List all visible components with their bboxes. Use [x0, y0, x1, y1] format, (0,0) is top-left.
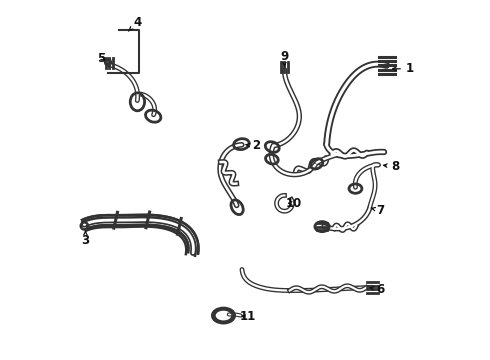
Text: 5: 5: [98, 51, 106, 64]
Text: 6: 6: [370, 283, 385, 296]
Text: 3: 3: [81, 231, 90, 247]
Text: 2: 2: [246, 139, 260, 152]
Text: 7: 7: [371, 204, 385, 217]
Text: 10: 10: [285, 197, 301, 210]
Text: 1: 1: [392, 62, 414, 75]
Text: 11: 11: [240, 310, 256, 324]
Text: 4: 4: [128, 16, 142, 31]
Text: 9: 9: [280, 50, 289, 66]
Text: 8: 8: [384, 160, 400, 173]
